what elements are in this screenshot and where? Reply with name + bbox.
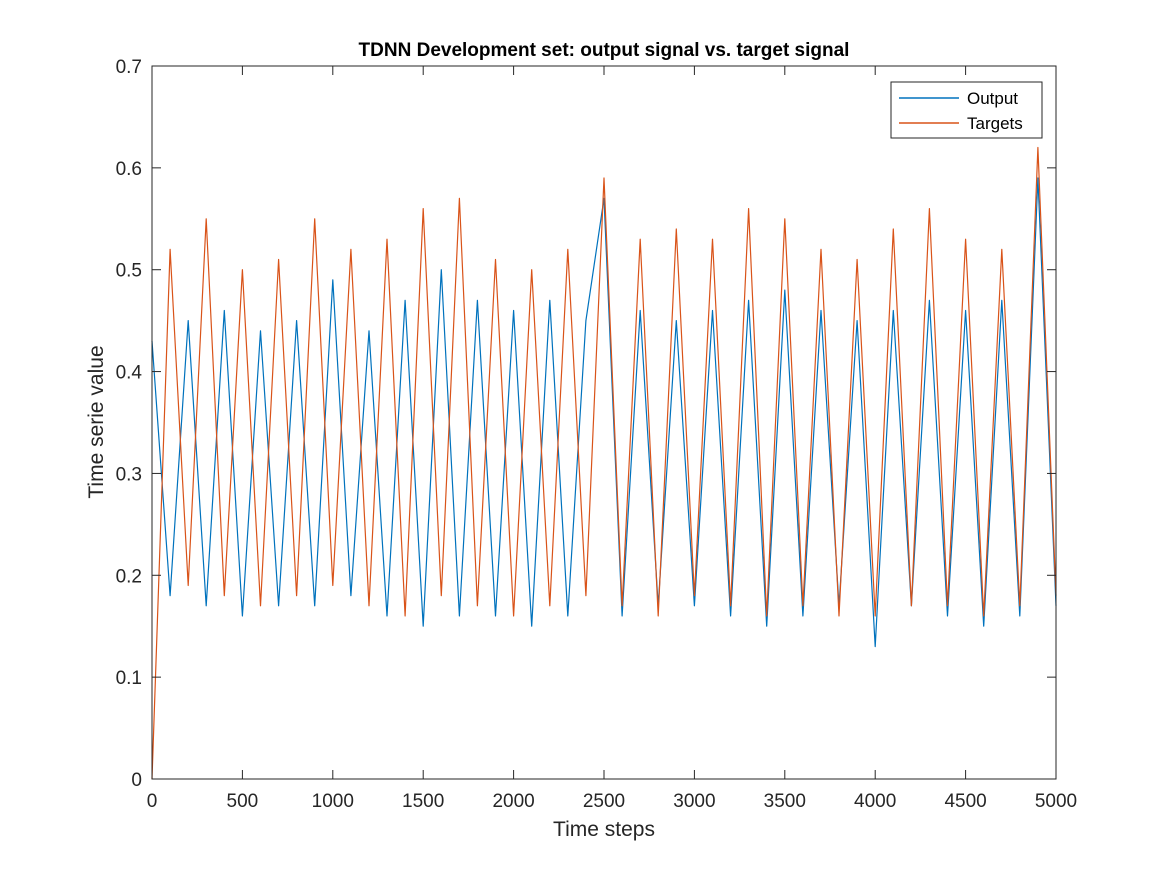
y-tick-label: 0.2 bbox=[116, 566, 142, 587]
y-tick-label: 0.3 bbox=[116, 464, 142, 485]
legend-label-output: Output bbox=[967, 89, 1018, 108]
x-tick-label: 1500 bbox=[402, 791, 444, 812]
y-tick-label: 0.7 bbox=[116, 57, 142, 78]
x-tick-label: 500 bbox=[227, 791, 259, 812]
y-tick-label: 0.4 bbox=[116, 363, 143, 384]
y-tick-label: 0 bbox=[131, 770, 142, 791]
legend: Output Targets bbox=[890, 81, 1043, 139]
x-tick-label: 4500 bbox=[944, 791, 986, 812]
x-tick-label: 5000 bbox=[1035, 791, 1077, 812]
x-tick-label: 0 bbox=[147, 791, 158, 812]
series-line-output bbox=[151, 177, 1057, 648]
x-tick-label: 3500 bbox=[764, 791, 806, 812]
series-layer bbox=[151, 146, 1057, 780]
y-tick-label: 0.1 bbox=[116, 668, 142, 689]
y-tick-label: 0.6 bbox=[116, 159, 142, 180]
x-tick-label: 2500 bbox=[583, 791, 625, 812]
y-tick-label: 0.5 bbox=[116, 261, 142, 282]
x-tick-label: 1000 bbox=[312, 791, 354, 812]
y-axis-label: Time serie value bbox=[85, 345, 108, 498]
series-line-targets bbox=[151, 146, 1057, 780]
legend-box bbox=[890, 81, 1043, 139]
x-tick-label: 2000 bbox=[492, 791, 534, 812]
chart-title: TDNN Development set: output signal vs. … bbox=[359, 40, 850, 61]
legend-label-targets: Targets bbox=[967, 114, 1023, 133]
x-tick-label: 4000 bbox=[854, 791, 896, 812]
x-tick-label: 3000 bbox=[673, 791, 715, 812]
x-axis-label: Time steps bbox=[553, 818, 655, 841]
tick-layer: 0 500 1000 1500 2000 2500 3000 3500 4000 4500 5000… bbox=[116, 57, 1078, 812]
